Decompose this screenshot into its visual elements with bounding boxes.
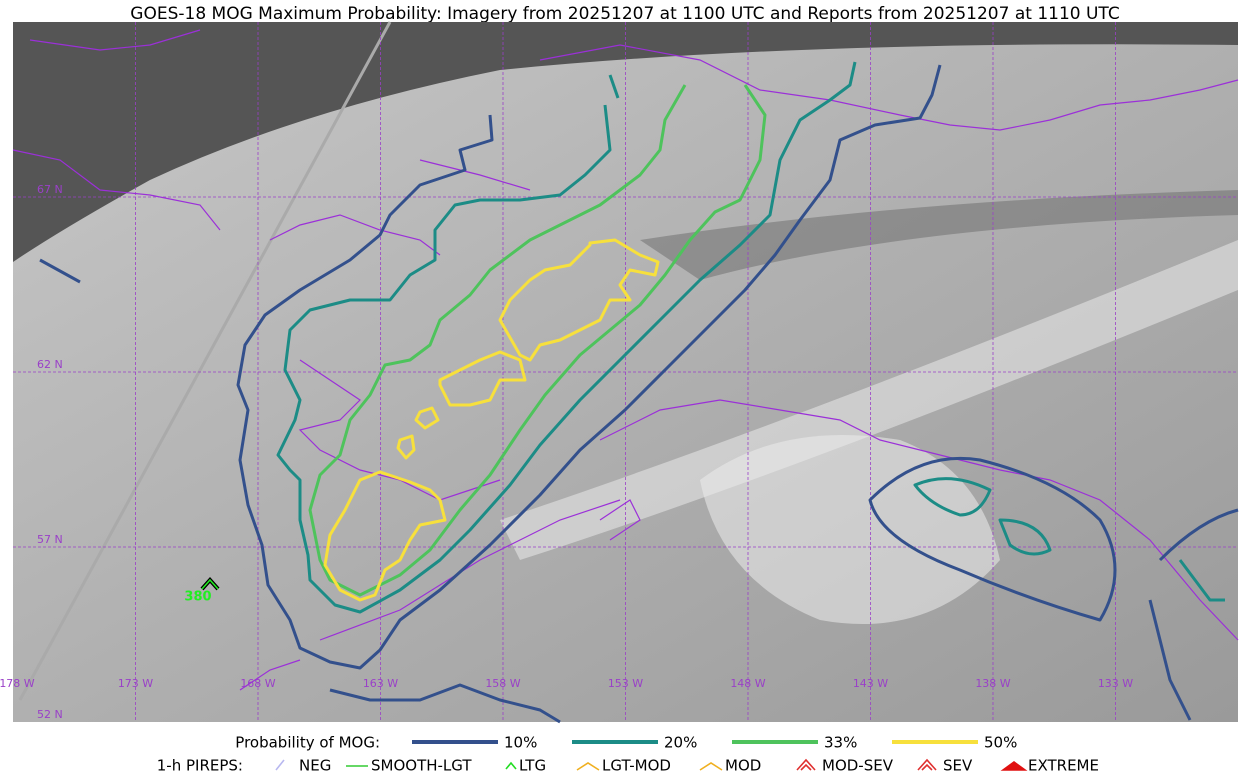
contour-33: [308, 84, 767, 597]
coastline: [12, 29, 1239, 256]
pirep-legend-label: SMOOTH-LGT: [371, 757, 472, 775]
coastline: [239, 499, 641, 691]
lon-label: 163 W: [363, 677, 398, 690]
legend-title: Probability of MOG:: [235, 734, 380, 752]
pirep-legend-symbol: [1000, 761, 1028, 771]
lon-label: 153 W: [608, 677, 643, 690]
pirep-legend-label: LTG: [519, 757, 546, 775]
pirep-legend-symbol: [275, 759, 285, 771]
contour-20: [913, 477, 1225, 602]
pirep-legend-symbol: [576, 762, 600, 771]
legend-label: 33%: [824, 734, 857, 752]
lon-label: 168 W: [240, 677, 275, 690]
swath-edge: [18, 21, 392, 701]
lon-label: 173 W: [118, 677, 153, 690]
pirep-reports: 380: [184, 576, 220, 605]
pirep-legend-symbol: [505, 761, 517, 770]
pirep-label: 380: [184, 590, 211, 605]
legend-label: 50%: [984, 734, 1017, 752]
cloud-band: [500, 240, 1238, 560]
map: 67 N 62 N 57 N 52 N 178 W 173 W 168 W 163 W 158 …: [0, 21, 1239, 724]
pirep-legend-label: MOD-SEV: [822, 757, 894, 775]
dark-band: [640, 190, 1238, 280]
lon-label: 158 W: [485, 677, 520, 690]
lat-label: 62 N: [37, 358, 63, 371]
contour-20: [276, 61, 857, 614]
lat-label: 67 N: [37, 183, 63, 196]
pirep-legend-symbol: [917, 758, 937, 771]
legend: Probability of MOG: 10% 20% 33% 50% 1-h PIREP…: [157, 734, 1099, 775]
lat-label: 57 N: [37, 533, 63, 546]
lon-label: 138 W: [975, 677, 1010, 690]
lon-label: 143 W: [853, 677, 888, 690]
pirep-legend-label: EXTREME: [1028, 757, 1099, 775]
pirep-legend-label: MOD: [725, 757, 761, 775]
pirep-legend-symbol: [796, 758, 816, 771]
graticule: 67 N 62 N 57 N 52 N 178 W 173 W 168 W 163 W 158 …: [0, 22, 1238, 722]
legend-label: 20%: [664, 734, 697, 752]
contour-10: [39, 258, 1239, 724]
coastline: [298, 359, 1239, 641]
lon-label: 178 W: [0, 677, 35, 690]
pirep-legend-symbol: [699, 762, 723, 771]
contour-50: [323, 238, 660, 602]
contour-10: [236, 64, 942, 670]
lon-label: 148 W: [730, 677, 765, 690]
pirep-legend-label: LGT-MOD: [602, 757, 671, 775]
legend-label: 10%: [504, 734, 537, 752]
title: GOES-18 MOG Maximum Probability: Imagery…: [130, 4, 1119, 24]
no-data-area: [13, 22, 1238, 262]
pirep-symbol: [201, 578, 219, 590]
pirep-legend-label: SEV: [943, 757, 973, 775]
legend-title: 1-h PIREPS:: [157, 757, 243, 775]
pirep-legend-label: NEG: [299, 757, 331, 775]
lon-label: 133 W: [1098, 677, 1133, 690]
lat-label: 52 N: [37, 708, 63, 721]
